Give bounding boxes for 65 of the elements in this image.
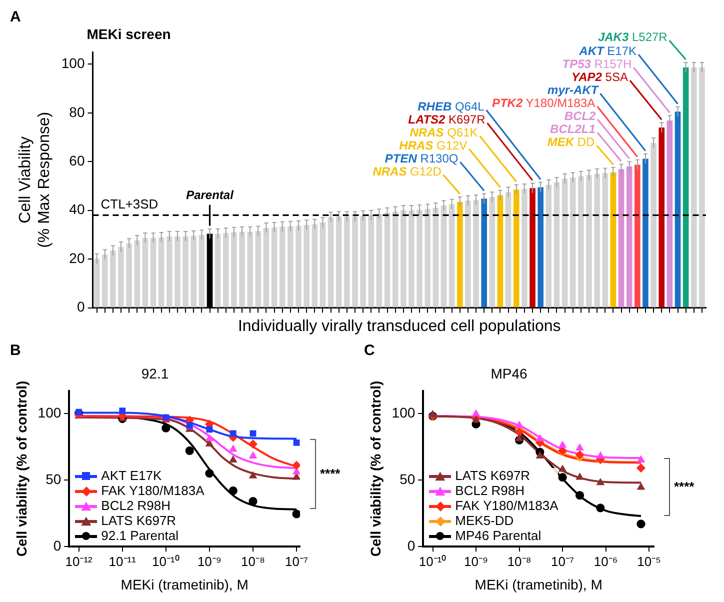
data-label: TP53 R157H bbox=[562, 56, 632, 71]
y-tick-label: 50 bbox=[400, 470, 416, 487]
y-axis-title: Cell viability (% of control) bbox=[13, 380, 30, 557]
chart-title: MEKi screen bbox=[86, 26, 171, 42]
legend-label: LATS K697R bbox=[454, 468, 532, 483]
x-axis-title: MEKi (trametinib), M bbox=[120, 576, 248, 592]
legend-label: MEK5-DD bbox=[454, 512, 515, 528]
y-tick-label: 0 bbox=[76, 298, 85, 315]
x-tick-label: 10⁻¹¹ bbox=[108, 554, 137, 569]
x-tick-label: 10⁻⁸ bbox=[241, 554, 265, 569]
x-tick-label: 10⁻¹² bbox=[65, 554, 94, 569]
legend-label: AKT E17K bbox=[100, 468, 163, 483]
text: **** bbox=[674, 479, 694, 494]
chart-title: MP46 bbox=[490, 365, 528, 382]
y-tick-label: 20 bbox=[69, 250, 85, 266]
data-label: JAK3 L527R bbox=[598, 30, 668, 44]
data-label: myr-AKT bbox=[548, 82, 600, 97]
y-tick-label: 100 bbox=[38, 404, 62, 420]
data-label: BCL2 bbox=[564, 108, 596, 123]
y-axis-title: Cell viability (% of control) bbox=[367, 380, 384, 557]
data-label: PTK2 Y180/M183A bbox=[492, 96, 596, 110]
x-tick-label: 10⁻¹⁰ bbox=[152, 554, 180, 569]
text: C bbox=[364, 342, 375, 359]
legend-label: LATS K697R bbox=[100, 512, 178, 528]
text: A bbox=[10, 8, 21, 26]
legend-label: MP46 Parental bbox=[454, 528, 542, 543]
legend-label: BCL2 R98H bbox=[454, 482, 526, 498]
text: **** bbox=[320, 466, 340, 482]
data-label: YAP2 5SA bbox=[572, 70, 628, 84]
x-tick-label: 10⁻⁷ bbox=[550, 554, 574, 569]
data-label: BCL2L1 bbox=[550, 122, 596, 136]
legend-label: FAK Y180/M183A bbox=[454, 498, 558, 513]
legend-label: 92.1 Parental bbox=[100, 528, 180, 543]
data-label: HRAS G12V bbox=[399, 138, 468, 152]
x-tick-label: 10⁻⁷ bbox=[284, 554, 308, 569]
data-label: RHEB Q64L bbox=[418, 99, 485, 114]
data-label: MEK DD bbox=[547, 134, 596, 149]
x-tick-label: 10⁻¹⁰ bbox=[418, 554, 447, 569]
data-label: LATS2 K697R bbox=[408, 112, 486, 126]
data-label: PTEN R130Q bbox=[384, 151, 458, 166]
legend-label: FAK Y180/M183A bbox=[100, 482, 204, 498]
y-tick-label: 40 bbox=[69, 201, 85, 218]
x-tick-label: 10⁻⁸ bbox=[507, 554, 532, 569]
y-tick-label: 0 bbox=[53, 537, 62, 554]
y-tick-label: 60 bbox=[69, 152, 85, 168]
y-tick-label: 50 bbox=[46, 470, 62, 487]
text: B bbox=[10, 342, 21, 359]
x-tick-label: 10⁻⁵ bbox=[637, 554, 661, 569]
y-axis-title: Cell Viability (% Max Response) bbox=[17, 112, 54, 248]
x-tick-label: 10⁻⁶ bbox=[594, 554, 618, 569]
data-label: AKT E17K bbox=[578, 44, 637, 58]
data-label: NRAS Q61K bbox=[410, 125, 478, 140]
x-tick-label: 10⁻⁹ bbox=[197, 554, 222, 569]
y-tick-label: 0 bbox=[407, 537, 416, 554]
x-tick-label: 10⁻⁹ bbox=[464, 554, 488, 569]
chart-title: 92.1 bbox=[141, 365, 169, 382]
ref-line-label: CTL+3SD bbox=[100, 196, 158, 212]
y-tick-label: 80 bbox=[69, 104, 85, 120]
x-axis-title: Individually virally transduced cell populations bbox=[238, 318, 561, 335]
legend-label: BCL2 R98H bbox=[100, 498, 172, 513]
y-tick-label: 100 bbox=[392, 404, 416, 420]
data-label: Parental bbox=[186, 188, 234, 202]
data-label: NRAS G12D bbox=[372, 164, 442, 178]
y-tick-label: 100 bbox=[61, 55, 85, 72]
x-axis-title: MEKi (trametinib), M bbox=[474, 576, 602, 592]
